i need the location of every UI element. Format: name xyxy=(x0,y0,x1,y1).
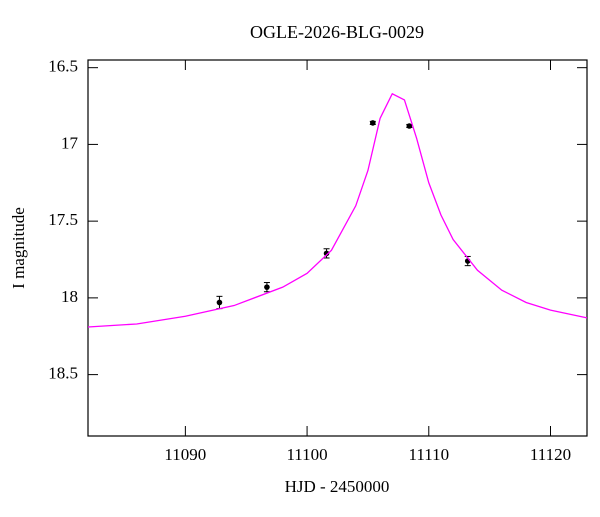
y-axis-label: I magnitude xyxy=(9,207,28,289)
data-point xyxy=(323,250,330,257)
data-point xyxy=(264,284,270,290)
y-tick-label: 16.5 xyxy=(48,57,78,76)
x-axis-label: HJD - 2450000 xyxy=(285,477,390,496)
x-tick-label: 11100 xyxy=(286,445,327,464)
chart-title: OGLE-2026-BLG-0029 xyxy=(250,22,424,42)
model-curve xyxy=(87,92,588,328)
data-point xyxy=(216,299,223,306)
y-tick-label: 18 xyxy=(61,287,78,306)
x-tick-label: 11120 xyxy=(530,445,571,464)
y-tick-label: 17 xyxy=(61,133,79,152)
y-tick-label: 18.5 xyxy=(48,364,78,383)
x-tick-label: 11090 xyxy=(164,445,206,464)
y-tick-label: 17.5 xyxy=(48,210,78,229)
x-tick-label: 11110 xyxy=(408,445,449,464)
data-point xyxy=(406,123,413,129)
plot-frame xyxy=(87,59,588,437)
data-point xyxy=(369,120,376,126)
